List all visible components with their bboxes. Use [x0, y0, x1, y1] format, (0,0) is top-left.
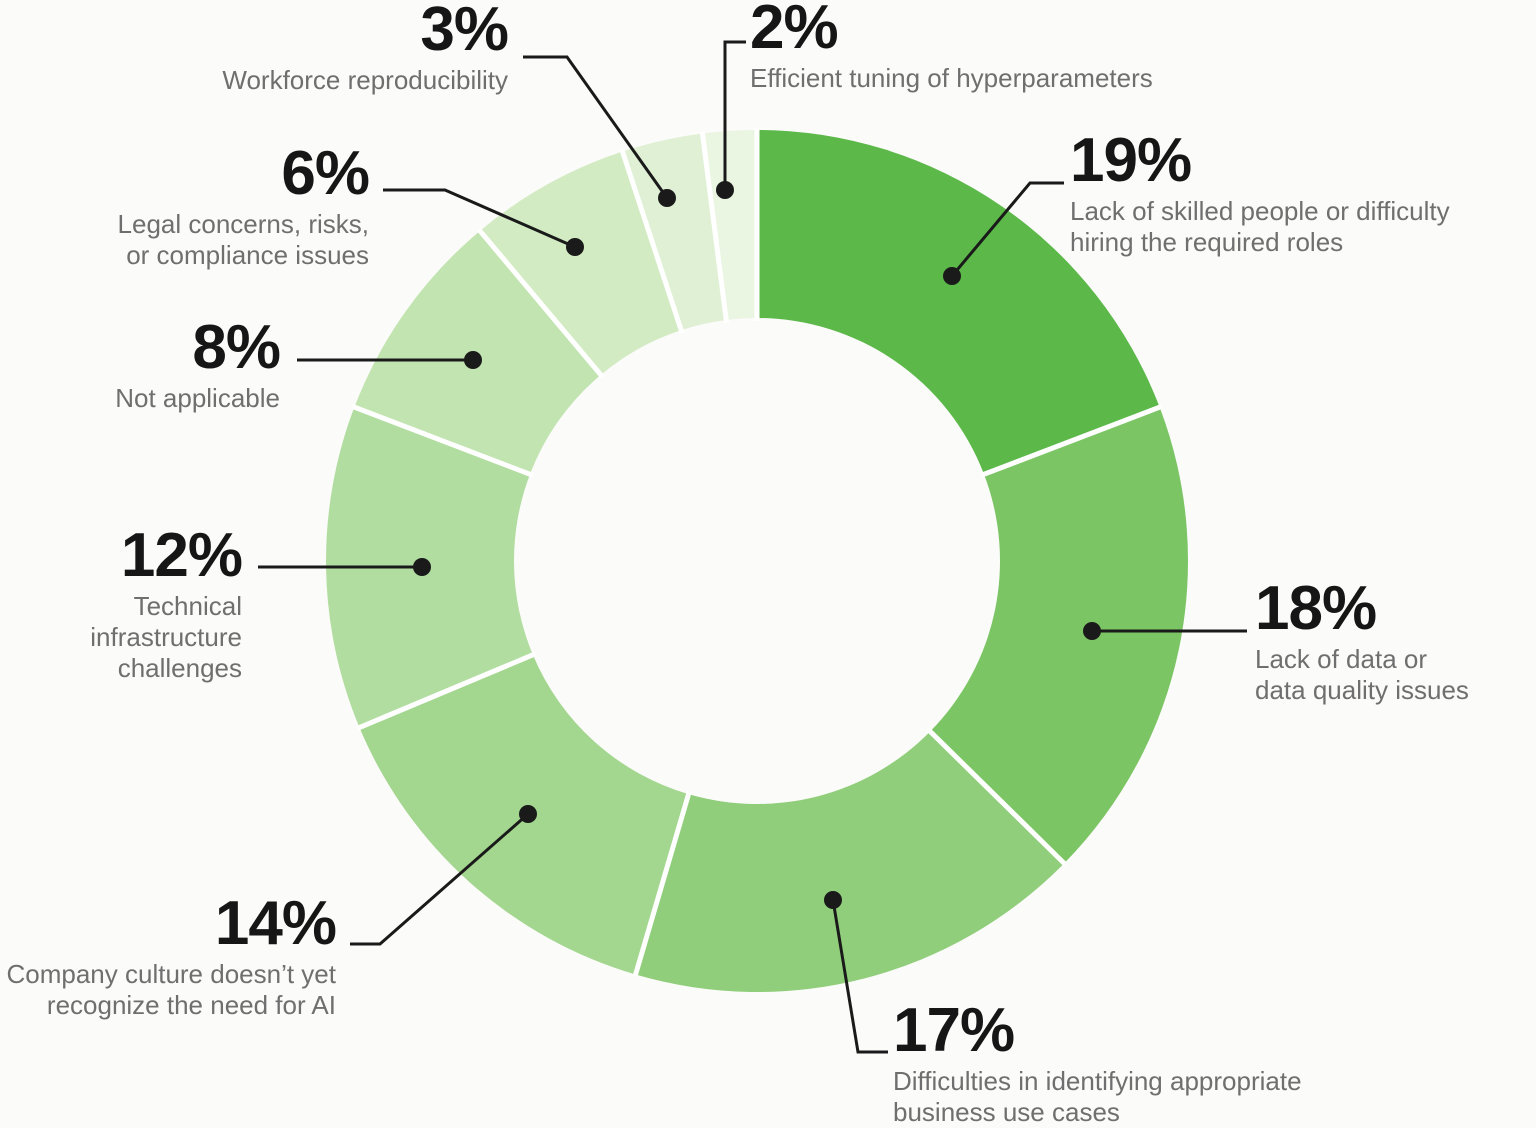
donut-slice-18pct [930, 407, 1189, 864]
leader-dot [943, 267, 961, 285]
slice-label-line: infrastructure [90, 622, 242, 652]
percentage-value: 14% [214, 889, 337, 958]
slice-label-line: hiring the required roles [1070, 227, 1344, 257]
percentage-value: 19% [1070, 126, 1192, 195]
slice-divider [619, 148, 685, 334]
annotation-2pct: 2% Efficient tuning of hyperparameters [750, 0, 1153, 94]
percentage-value: 6% [281, 139, 370, 208]
leader-dot [716, 181, 734, 199]
slice-divider [351, 404, 534, 478]
slice-label-line: Not applicable [115, 383, 280, 413]
leader-line [350, 812, 529, 946]
slice-label: Difficulties in identifying appropriate … [893, 1066, 1302, 1128]
slice-label: Efficient tuning of hyperparameters [750, 63, 1153, 94]
leader-dot [1083, 622, 1101, 640]
slice-label-line: challenges [117, 653, 242, 683]
slice-label: Lack of data or data quality issues [1255, 644, 1469, 706]
slice-label-line: business use cases [893, 1097, 1120, 1127]
slice-label-line: Legal concerns, risks, [117, 209, 369, 239]
slice-label-line: Technical [133, 591, 242, 621]
leader-line [523, 55, 669, 199]
slice-label-line: Lack of skilled people or difficulty [1070, 196, 1450, 226]
annotation-14pct: 14% Company culture doesn’t yet recogniz… [6, 889, 337, 1021]
slice-divider [356, 651, 537, 731]
donut-slice-17pct [635, 731, 1065, 993]
leader-dot [413, 558, 431, 576]
leader-line [831, 899, 888, 1054]
leader-dot [658, 189, 676, 207]
percentage-value: 12% [120, 521, 243, 590]
annotation-17pct: 17% Difficulties in identifying appropri… [893, 996, 1302, 1128]
slice-label-line: or compliance issues [126, 240, 369, 270]
slice-label-line: Company culture doesn’t yet [6, 959, 336, 989]
leader-line [950, 181, 1064, 277]
leader-dot [464, 351, 482, 369]
donut-slice-6pct [479, 151, 682, 375]
slice-label: Lack of skilled people or difficulty hir… [1070, 196, 1450, 258]
leader-line [723, 40, 746, 190]
slice-label: Company culture doesn’t yet recognize th… [6, 959, 336, 1021]
slice-label: Not applicable [115, 383, 280, 414]
annotation-19pct: 19% Lack of skilled people or difficulty… [1070, 126, 1450, 258]
slice-divider [926, 727, 1068, 867]
slice-divider [980, 404, 1163, 478]
slice-divider [476, 227, 605, 379]
slice-divider [632, 790, 692, 978]
annotation-8pct: 8% Not applicable [115, 313, 281, 414]
leader-dot [566, 238, 584, 256]
percentage-value: 8% [192, 313, 281, 382]
annotation-3pct: 3% Workforce reproducibility [222, 0, 509, 96]
annotation-6pct: 6% Legal concerns, risks, or compliance … [118, 139, 370, 271]
slice-divider [699, 131, 730, 324]
slice-label-line: recognize the need for AI [46, 990, 336, 1020]
donut-slice-2pct [702, 130, 757, 320]
slice-label-line: data quality issues [1255, 675, 1469, 705]
slice-label: Legal concerns, risks, or compliance iss… [118, 209, 369, 271]
percentage-value: 17% [893, 996, 1015, 1065]
slice-label: Workforce reproducibility [222, 65, 508, 96]
slice-label: Technical infrastructure challenges [90, 591, 242, 684]
annotation-12pct: 12% Technical infrastructure challenges [90, 521, 243, 684]
leader-dot [519, 805, 537, 823]
leader-line [383, 188, 576, 249]
slice-label-line: Workforce reproducibility [222, 65, 508, 95]
slice-label-line: Difficulties in identifying appropriate [893, 1066, 1302, 1096]
slice-label-line: Efficient tuning of hyperparameters [750, 63, 1153, 93]
percentage-value: 18% [1255, 574, 1377, 643]
slice-label-line: Lack of data or [1255, 644, 1427, 674]
donut-slice-19pct [757, 130, 1160, 475]
percentage-value: 3% [420, 0, 509, 64]
percentage-value: 2% [750, 0, 839, 62]
annotation-18pct: 18% Lack of data or data quality issues [1255, 574, 1469, 706]
leader-dot [824, 891, 842, 909]
donut-slice-3pct [622, 133, 727, 331]
